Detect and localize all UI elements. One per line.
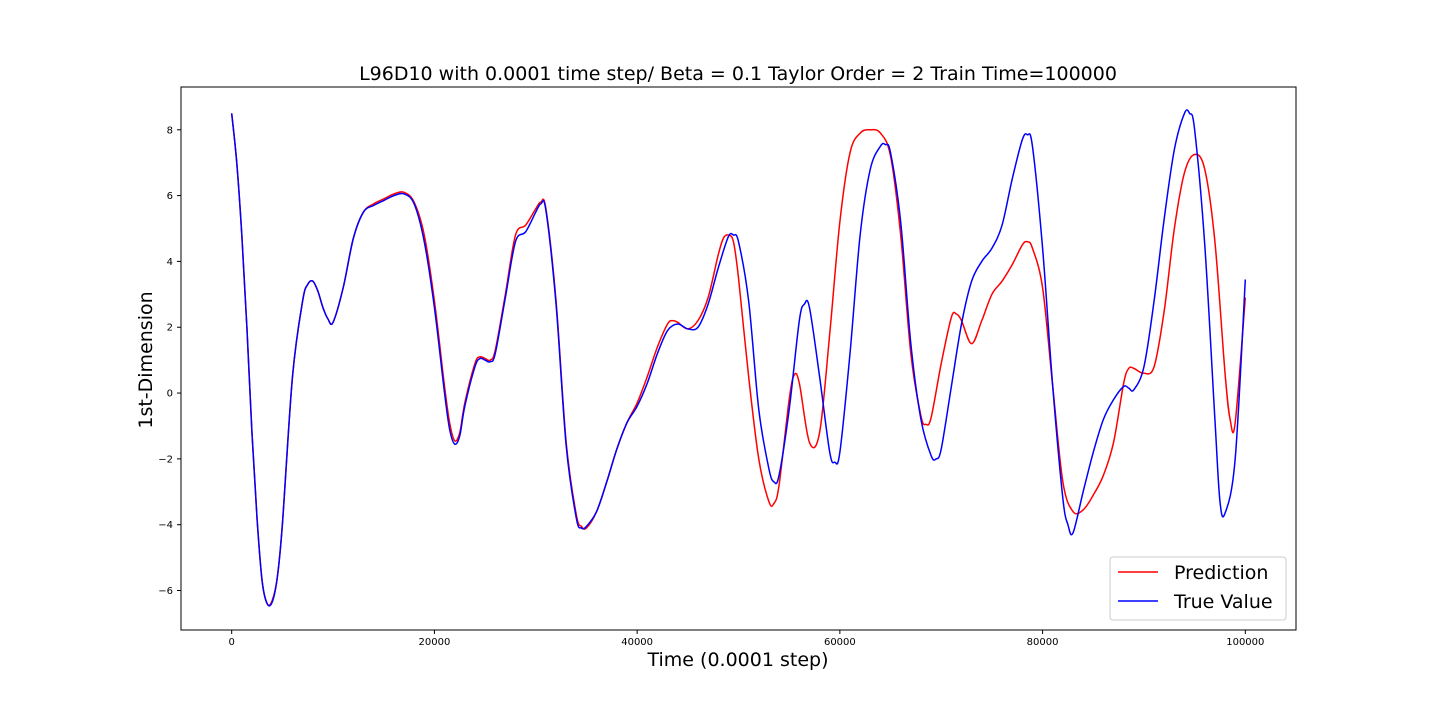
y-tick-label: −4 — [158, 520, 173, 531]
legend: Prediction True Value — [1109, 556, 1287, 621]
x-tick-label: 20000 — [419, 637, 451, 648]
x-tick-label: 40000 — [621, 637, 653, 648]
series-line-true-value — [230, 109, 1247, 607]
y-axis: −6 −4 −2 0 2 4 6 8 — [158, 125, 181, 597]
y-tick-label: 0 — [167, 389, 173, 400]
legend-label-prediction: Prediction — [1174, 562, 1268, 584]
y-tick-label: −2 — [158, 454, 173, 465]
legend-label-true-value: True Value — [1173, 591, 1273, 613]
x-tick-label: 60000 — [824, 637, 856, 648]
y-tick-label: 4 — [167, 257, 173, 268]
series-layer — [230, 109, 1247, 607]
plot-area-frame — [180, 86, 1297, 631]
x-axis: 0 20000 40000 60000 80000 100000 — [228, 630, 1264, 648]
x-tick-label: 80000 — [1027, 637, 1059, 648]
chart-title: L96D10 with 0.0001 time step/ Beta = 0.1… — [359, 63, 1117, 85]
y-tick-label: 6 — [167, 191, 173, 202]
y-tick-label: 8 — [167, 125, 173, 136]
x-tick-label: 0 — [228, 637, 234, 648]
y-tick-label: 2 — [167, 323, 173, 334]
y-axis-label: 1st-Dimension — [135, 291, 157, 428]
y-tick-label: −6 — [158, 586, 173, 597]
x-axis-label: Time (0.0001 step) — [647, 649, 829, 671]
x-tick-label: 100000 — [1226, 637, 1264, 648]
